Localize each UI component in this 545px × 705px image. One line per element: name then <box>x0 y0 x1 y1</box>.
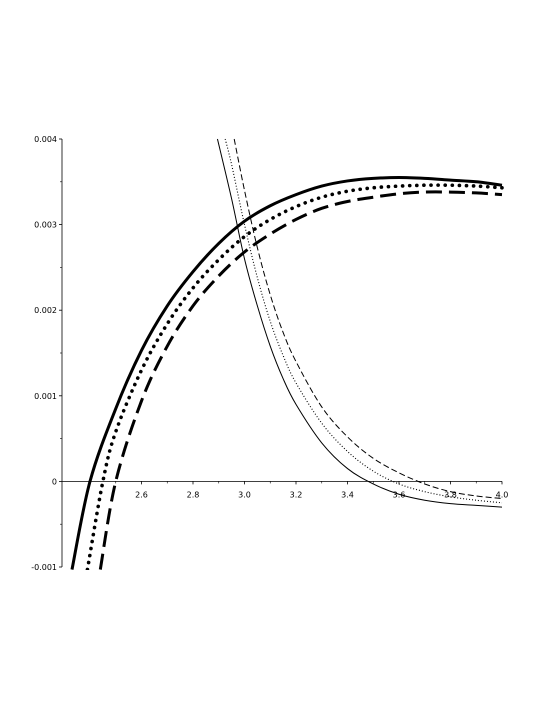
ticks: -0.001 0 0.001 0.002 0.003 0.004 2.6 2.8 3.0 3.2 3… <box>31 135 508 572</box>
y-tick-label: 0 <box>52 477 57 486</box>
series-line-thick-solid <box>70 176 503 570</box>
x-tick-label: 4.0 <box>496 490 509 499</box>
series-line-thick-dashed <box>98 190 503 570</box>
series-line-thick-dotted <box>85 183 504 570</box>
y-tick-label: 0.003 <box>34 221 57 230</box>
x-tick-label: 2.8 <box>187 490 200 499</box>
x-tick-label: 3.6 <box>393 490 406 499</box>
y-tick-label: 0.004 <box>34 135 57 144</box>
x-tick-label: 3.8 <box>444 490 457 499</box>
x-tick-label: 3.2 <box>290 490 303 499</box>
series-line-thin-dotted <box>224 138 503 504</box>
x-tick-label: 2.6 <box>135 490 148 499</box>
x-tick-label: 3.4 <box>341 490 354 499</box>
x-tick-label: 3.0 <box>238 490 251 499</box>
y-tick-label: 0.001 <box>34 392 57 401</box>
y-tick-label: -0.001 <box>31 563 57 572</box>
series-line-thin-solid <box>216 138 503 508</box>
series-layer <box>70 138 504 570</box>
axes <box>61 139 502 567</box>
y-tick-label: 0.002 <box>34 306 57 315</box>
